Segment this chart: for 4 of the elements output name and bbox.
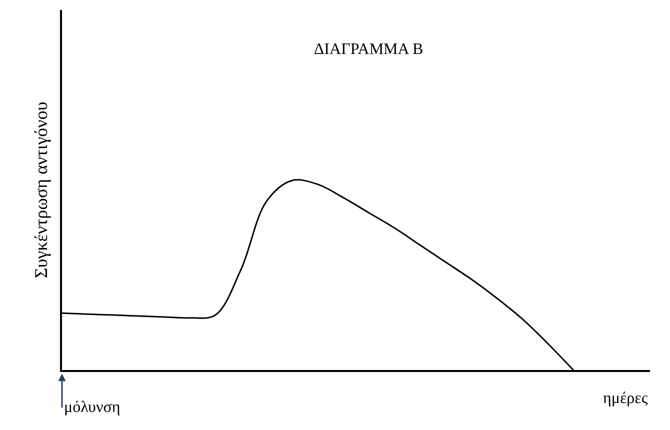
text: μόλυνση — [64, 399, 120, 416]
y-axis-title: Συγκέντρωση αντιγόνου — [30, 102, 51, 278]
x-axis-title: ημέρες — [603, 390, 648, 407]
chart-title: ΔΙΑΓΡΑΜΜΑ Β — [314, 41, 424, 58]
